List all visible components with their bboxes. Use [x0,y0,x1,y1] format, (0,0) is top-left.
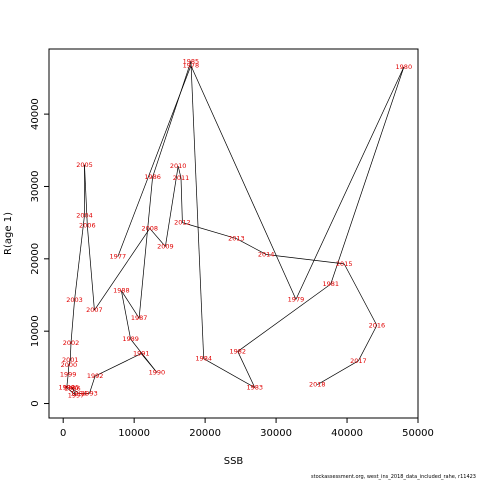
y-tick-label-10000: 10000 [30,315,41,347]
year-label-1978: 1978 [183,62,200,70]
segment-2009-2010 [165,166,179,247]
segment-2013-2014 [236,238,267,255]
segment-1979-1980 [295,66,405,300]
segment-1992-1993 [89,375,96,394]
year-label-1980: 1980 [396,63,413,71]
segment-2016-2017 [358,325,378,362]
year-label-1998: 1998 [58,384,75,392]
year-label-2013: 2013 [228,235,245,243]
y-tick-label-20000: 20000 [30,243,41,275]
series-line [66,61,405,396]
segment-2000-2001 [68,360,71,366]
plot-frame [48,48,419,419]
year-label-2000: 2000 [61,361,78,369]
year-label-1999: 1999 [60,371,77,379]
segment-1987-1988 [121,290,140,319]
segment-1995-1996 [70,387,73,389]
year-label-1977: 1977 [110,253,127,261]
x-axis-title: SSB [224,456,244,467]
segment-1986-1987 [138,177,153,319]
segment-1985-1986 [152,61,192,178]
segment-1983-1984 [203,358,255,388]
year-label-2004: 2004 [76,211,93,219]
x-tick-label-0: 0 [60,428,66,439]
segment-2008-2009 [149,228,166,247]
year-label-1987: 1987 [131,314,148,322]
segment-2012-2013 [182,222,237,239]
year-label-2008: 2008 [141,224,158,232]
year-label-2017: 2017 [350,357,367,365]
year-label-1986: 1986 [144,173,161,181]
segment-2014-2015 [266,254,345,265]
segment-2005-2006 [84,164,88,226]
year-label-1988: 1988 [113,287,130,295]
segment-1980-1981 [330,66,405,285]
segment-2007-2008 [94,228,151,311]
segment-2010-2011 [177,166,182,178]
x-tick-label-40000: 40000 [331,428,363,439]
x-tick-label-20000: 20000 [189,428,221,439]
year-label-2006: 2006 [79,222,96,230]
footer-credit: stockassessment.org, west_ins_2018_data_… [311,474,476,480]
year-label-1985: 1985 [183,57,200,65]
year-label-1989: 1989 [122,335,139,343]
year-label-1990: 1990 [149,368,166,376]
x-tick-label-10000: 10000 [118,428,150,439]
year-label-2010: 2010 [170,162,187,170]
year-label-2012: 2012 [174,219,191,227]
year-label-1997: 1997 [68,392,85,400]
year-label-2002: 2002 [63,339,80,347]
year-label-1991: 1991 [133,350,150,358]
year-label-1993: 1993 [81,389,98,397]
segment-1999-2000 [67,365,70,375]
axis-ticks: 0 10000 20000 30000 40000 50000 0 10000 20000 300… [30,98,434,439]
y-axis-title: R(age 1) [3,212,14,255]
year-label-2015: 2015 [336,260,353,268]
segment-2017-2018 [317,360,359,386]
segment-2011-2012 [180,177,183,223]
segment-2001-2002 [69,342,72,361]
segment-1991-1992 [94,353,142,377]
segment-1984-1985 [190,61,205,359]
x-tick-label-30000: 30000 [260,428,292,439]
segment-2015-2016 [343,263,378,326]
year-label-1994: 1994 [71,389,88,397]
year-label-1996: 1996 [64,384,81,392]
segment-1996-1997 [72,388,77,396]
y-tick-label-40000: 40000 [30,98,41,130]
segment-2002-2003 [70,300,75,343]
segment-1988-1989 [121,290,131,340]
year-label-1983: 1983 [247,384,264,392]
year-label-2014: 2014 [258,250,275,258]
y-tick-label-0: 0 [30,400,41,406]
year-label-1982: 1982 [229,347,246,355]
y-tick-label-30000: 30000 [30,171,41,203]
year-label-2005: 2005 [76,161,93,169]
year-label-1992: 1992 [87,372,104,380]
year-labels: 1977 1978 1979 1980 1981 1982 1983 1984 1985 1986… [58,57,412,399]
year-label-2009: 2009 [157,243,174,251]
year-label-2018: 2018 [309,381,326,389]
year-label-1981: 1981 [322,280,339,288]
year-label-2003: 2003 [66,296,83,304]
year-label-2016: 2016 [369,321,386,329]
year-label-1979: 1979 [288,295,305,303]
year-label-2001: 2001 [62,356,79,364]
segment-1990-1991 [140,353,158,373]
segment-1998-1999 [66,374,69,388]
year-label-1984: 1984 [195,355,212,363]
segment-1997-1998 [66,387,77,396]
year-label-2007: 2007 [86,306,103,314]
segment-1978-1979 [190,65,297,300]
segment-2006-2007 [86,225,95,311]
year-label-1995: 1995 [63,384,80,392]
segment-1982-1983 [237,351,256,388]
year-label-2011: 2011 [173,174,190,182]
segment-1981-1982 [237,283,331,352]
segment-2003-2004 [74,215,85,301]
x-tick-label-50000: 50000 [402,428,434,439]
